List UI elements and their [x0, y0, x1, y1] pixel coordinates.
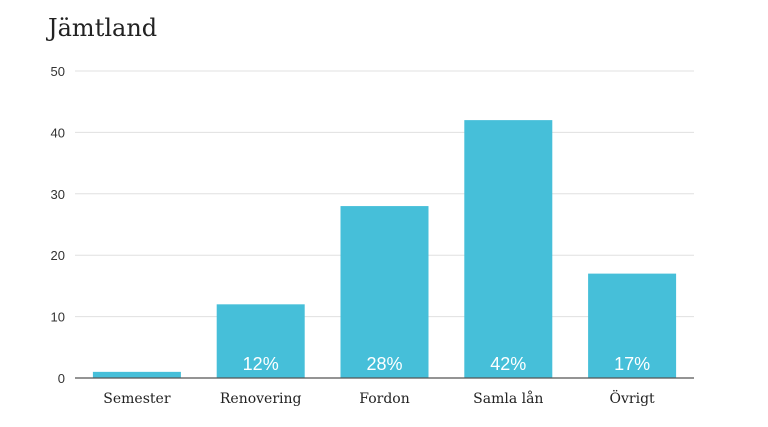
category-labels: Semester Renovering Fordon Samla lån Övrigt: [103, 389, 655, 407]
x-tick-label: Samla lån: [473, 390, 543, 407]
data-label: 42%: [490, 354, 526, 374]
x-tick-label: Övrigt: [610, 389, 656, 407]
x-tick-label: Renovering: [220, 391, 302, 407]
data-label: 12%: [243, 354, 279, 374]
bar: [92, 371, 181, 378]
y-tick-label: 20: [51, 248, 65, 263]
data-label: 17%: [614, 354, 650, 374]
x-tick-label: Fordon: [359, 391, 409, 407]
bars: 12% 28% 42% 17%: [92, 120, 677, 379]
chart-title: Jämtland: [48, 14, 158, 42]
y-tick-label: 30: [51, 187, 65, 202]
bar: [216, 304, 305, 378]
bar: [340, 206, 429, 378]
y-tick-label: 10: [51, 310, 65, 325]
y-tick-label: 0: [58, 371, 65, 386]
y-axis-ticks: 0 10 20 30 40 50: [51, 64, 65, 386]
bar: [588, 273, 677, 378]
data-label: 28%: [366, 354, 402, 374]
y-tick-label: 50: [51, 64, 65, 79]
x-tick-label: Semester: [103, 391, 171, 407]
bar: [464, 120, 553, 379]
y-tick-label: 40: [51, 125, 65, 140]
